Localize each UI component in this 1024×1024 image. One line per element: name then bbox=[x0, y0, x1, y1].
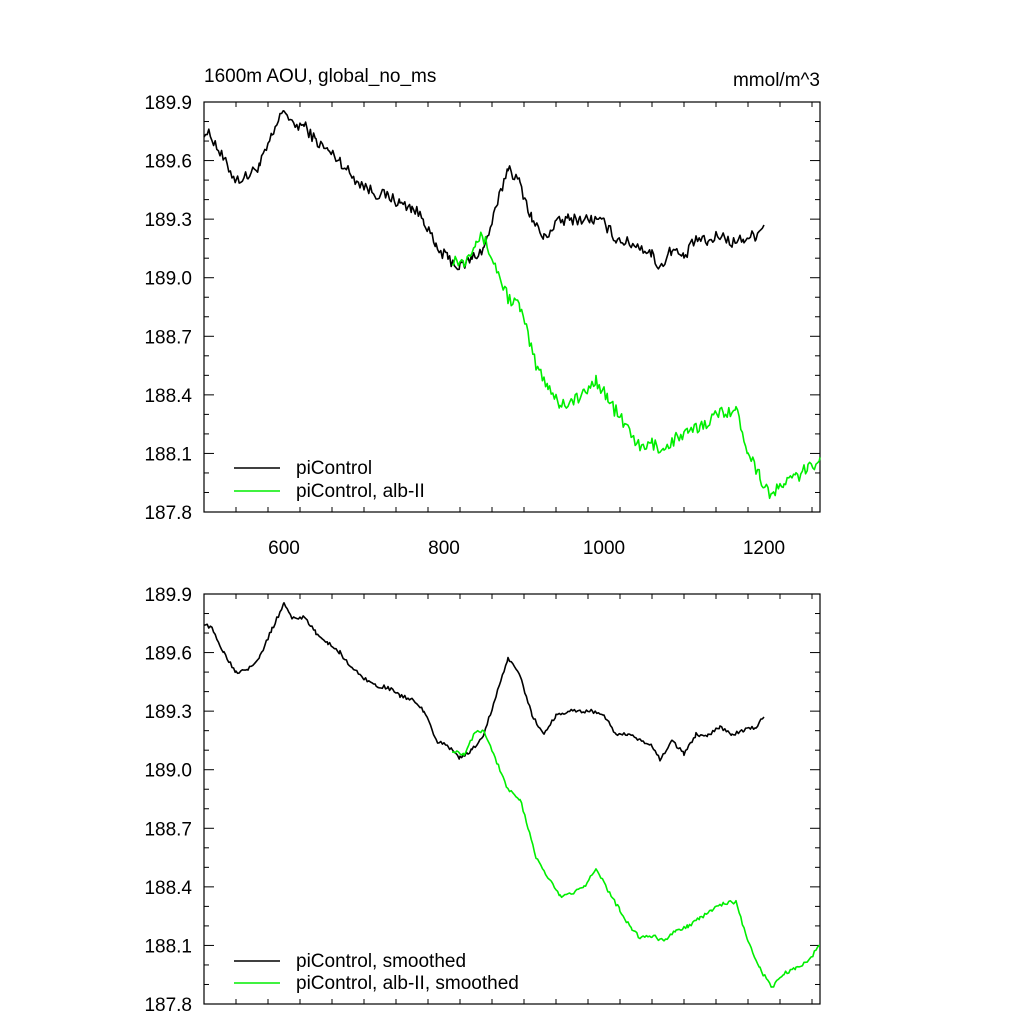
y-tick-label: 189.9 bbox=[144, 93, 192, 114]
y-tick-label: 189.3 bbox=[144, 210, 192, 231]
y-tick-label: 189.9 bbox=[144, 585, 192, 606]
y-tick-label: 188.4 bbox=[144, 878, 192, 899]
series-line-black bbox=[203, 602, 765, 762]
series-line-black bbox=[203, 110, 765, 271]
x-tick-label: 1000 bbox=[583, 538, 625, 559]
x-tick-label: 600 bbox=[268, 538, 300, 559]
x-tick-label: 800 bbox=[428, 538, 460, 559]
y-tick-label: 188.1 bbox=[144, 444, 192, 465]
plot-frame bbox=[203, 593, 821, 1005]
bottom-panel: 187.8 188.1 188.4 188.7 189.0 189.3 189.6 189.9… bbox=[144, 585, 821, 1016]
series-line-green bbox=[452, 729, 820, 988]
chart-title: 1600m AOU, global_no_ms bbox=[204, 66, 436, 87]
y-tick-label: 189.6 bbox=[144, 644, 192, 665]
legend-label: piControl, smoothed bbox=[296, 951, 466, 972]
legend-label: piControl bbox=[296, 458, 372, 479]
y-tick-label: 188.7 bbox=[144, 819, 192, 840]
y-tick-label: 187.8 bbox=[144, 995, 192, 1016]
x-tick-label: 1200 bbox=[743, 538, 785, 559]
y-tick-label: 188.4 bbox=[144, 386, 192, 407]
top-panel: 187.8 188.1 188.4 188.7 189.0 189.3 189.6 189.9… bbox=[144, 93, 821, 559]
legend-label: piControl, alb-II, smoothed bbox=[296, 973, 519, 994]
y-tick-label: 189.3 bbox=[144, 702, 192, 723]
y-tick-label: 189.6 bbox=[144, 152, 192, 173]
y-tick-label: 188.7 bbox=[144, 327, 192, 348]
y-tick-label: 188.1 bbox=[144, 936, 192, 957]
y-tick-label: 187.8 bbox=[144, 503, 192, 524]
series-line-green bbox=[451, 231, 821, 500]
y-tick-label: 189.0 bbox=[144, 269, 192, 290]
legend-label: piControl, alb-II bbox=[296, 481, 425, 502]
y-tick-label: 189.0 bbox=[144, 761, 192, 782]
plot-frame bbox=[203, 101, 821, 513]
units-label: mmol/m^3 bbox=[733, 70, 820, 91]
